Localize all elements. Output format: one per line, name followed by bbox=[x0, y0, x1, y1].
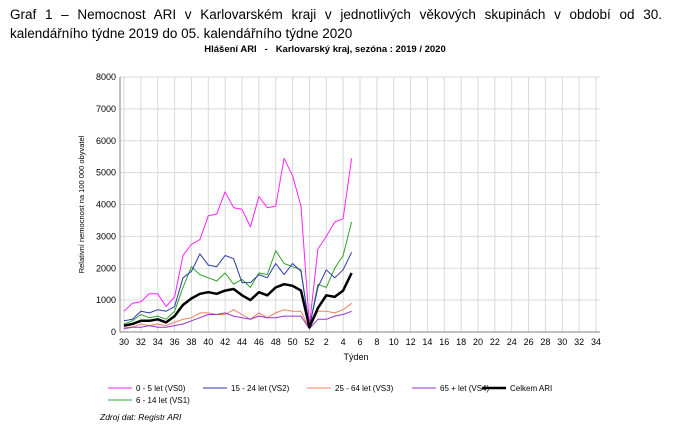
legend-label: 65 + let (VS4) bbox=[440, 384, 489, 393]
x-tick-label: 4 bbox=[341, 337, 346, 347]
x-axis-label: Týden bbox=[343, 352, 368, 362]
x-tick-label: 2 bbox=[324, 337, 329, 347]
x-tick-label: 14 bbox=[422, 337, 432, 347]
x-tick-label: 16 bbox=[439, 337, 449, 347]
x-tick-label: 30 bbox=[119, 337, 129, 347]
y-tick-label: 1000 bbox=[96, 295, 116, 305]
x-tick-label: 6 bbox=[357, 337, 362, 347]
y-tick-label: 4000 bbox=[96, 200, 116, 210]
series-line bbox=[123, 272, 353, 329]
x-tick-label: 26 bbox=[524, 337, 534, 347]
legend-label: 0 - 5 let (VS0) bbox=[136, 384, 186, 393]
y-tick-label: 6000 bbox=[96, 136, 116, 146]
series-line bbox=[123, 157, 353, 327]
y-tick-label: 7000 bbox=[96, 104, 116, 114]
y-axis-label: Relativní nemocnost na 100 000 obyvatel bbox=[77, 135, 86, 273]
x-tick-label: 46 bbox=[254, 337, 264, 347]
x-tick-label: 36 bbox=[170, 337, 180, 347]
legend-label: Celkem ARI bbox=[510, 384, 552, 393]
legend-label: 15 - 24 let (VS2) bbox=[231, 384, 290, 393]
x-tick-label: 50 bbox=[288, 337, 298, 347]
chart-title: Hlášení ARI - Karlovarský kraj, sezóna :… bbox=[204, 44, 446, 55]
y-tick-label: 0 bbox=[111, 327, 116, 337]
legend-label: 25 - 64 let (VS3) bbox=[335, 384, 394, 393]
series-line bbox=[123, 252, 353, 328]
y-tick-label: 8000 bbox=[96, 72, 116, 82]
x-tick-label: 38 bbox=[186, 337, 196, 347]
x-tick-label: 32 bbox=[574, 337, 584, 347]
series-line bbox=[123, 310, 352, 330]
x-tick-label: 34 bbox=[591, 337, 601, 347]
x-tick-label: 18 bbox=[456, 337, 466, 347]
x-tick-label: 34 bbox=[153, 337, 163, 347]
x-tick-label: 30 bbox=[557, 337, 567, 347]
x-tick-label: 32 bbox=[136, 337, 146, 347]
x-tick-label: 24 bbox=[507, 337, 517, 347]
x-tick-label: 10 bbox=[389, 337, 399, 347]
legend-label: 6 - 14 let (VS1) bbox=[136, 396, 190, 405]
x-tick-label: 44 bbox=[237, 337, 247, 347]
y-tick-label: 3000 bbox=[96, 231, 116, 241]
x-tick-label: 20 bbox=[473, 337, 483, 347]
x-tick-label: 52 bbox=[304, 337, 314, 347]
x-tick-label: 12 bbox=[406, 337, 416, 347]
data-source: Zdroj dat: Registr ARI bbox=[100, 412, 182, 422]
figure-caption: Graf 1 – Nemocnost ARI v Karlovarském kr… bbox=[10, 7, 662, 41]
x-tick-label: 42 bbox=[220, 337, 230, 347]
x-tick-label: 8 bbox=[374, 337, 379, 347]
x-tick-label: 22 bbox=[490, 337, 500, 347]
x-tick-label: 28 bbox=[540, 337, 550, 347]
y-tick-label: 5000 bbox=[96, 168, 116, 178]
y-tick-label: 2000 bbox=[96, 263, 116, 273]
x-tick-label: 40 bbox=[203, 337, 213, 347]
x-tick-label: 48 bbox=[271, 337, 281, 347]
